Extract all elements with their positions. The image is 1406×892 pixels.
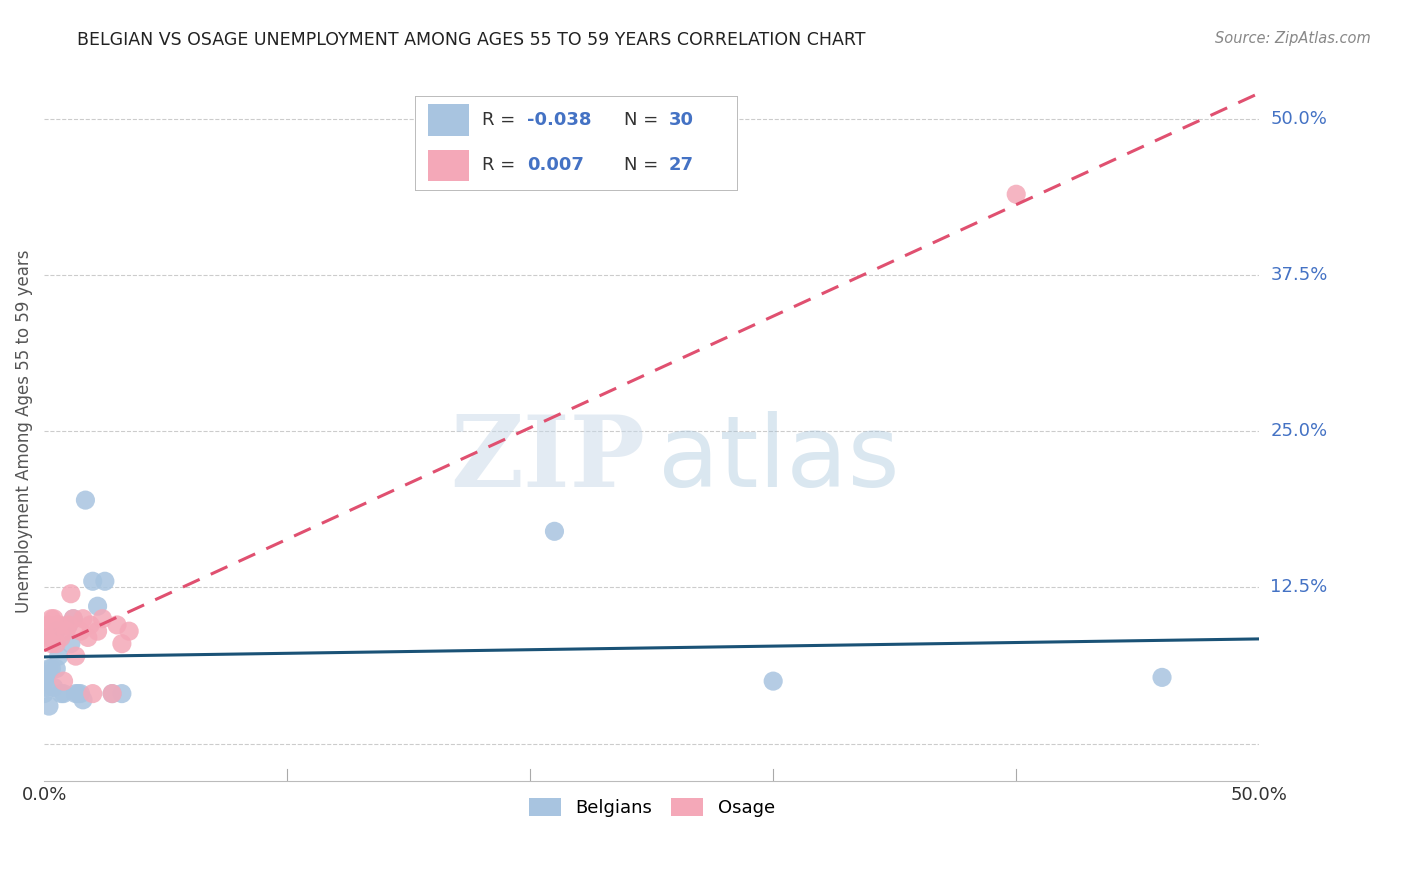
Point [111,637,134,651]
Point [35,631,58,645]
Point [38,662,60,676]
Point [58,618,80,632]
Text: atlas: atlas [658,411,900,508]
Point [35,668,58,682]
Point [67,687,90,701]
Point [52,674,75,689]
Point [101,687,124,701]
Point [55,624,77,639]
Point [41,631,63,645]
Point [82,687,104,701]
Point [32,624,55,639]
Point [59,637,82,651]
Point [35,681,58,695]
Text: Source: ZipAtlas.com: Source: ZipAtlas.com [1215,31,1371,46]
Point [118,624,141,639]
Point [62,612,84,626]
Point [65,649,87,664]
Point [41,662,63,676]
Point [91,612,114,626]
Point [101,687,124,701]
Point [762,674,785,689]
Point [45,637,67,651]
Point [49,687,72,701]
Point [38,618,60,632]
Point [94,574,117,589]
Point [38,699,60,714]
Text: 25.0%: 25.0% [1271,423,1327,441]
Point [32,674,55,689]
Point [1005,187,1028,202]
Point [52,687,75,701]
Point [86,624,108,639]
Point [72,612,94,626]
Y-axis label: Unemployment Among Ages 55 to 59 years: Unemployment Among Ages 55 to 59 years [15,250,32,613]
Text: 12.5%: 12.5% [1271,579,1327,597]
Legend: Belgians, Osage: Belgians, Osage [522,790,782,824]
Point [69,687,91,701]
Point [41,612,63,626]
Point [105,618,128,632]
Point [543,524,565,539]
Point [76,631,98,645]
Point [75,493,97,508]
Point [82,574,104,589]
Point [111,687,134,701]
Point [48,618,70,632]
Point [45,624,67,639]
Point [79,618,101,632]
Point [42,681,65,695]
Point [1150,670,1173,684]
Point [42,612,65,626]
Point [45,662,67,676]
Point [32,687,55,701]
Point [65,687,87,701]
Text: BELGIAN VS OSAGE UNEMPLOYMENT AMONG AGES 55 TO 59 YEARS CORRELATION CHART: BELGIAN VS OSAGE UNEMPLOYMENT AMONG AGES… [77,31,866,49]
Point [72,693,94,707]
Point [58,618,80,632]
Point [62,612,84,626]
Text: 50.0%: 50.0% [1271,111,1327,128]
Point [49,631,72,645]
Point [48,649,70,664]
Text: ZIP: ZIP [451,411,645,508]
Point [69,624,91,639]
Text: 37.5%: 37.5% [1271,267,1327,285]
Point [59,587,82,601]
Point [86,599,108,614]
Point [41,637,63,651]
